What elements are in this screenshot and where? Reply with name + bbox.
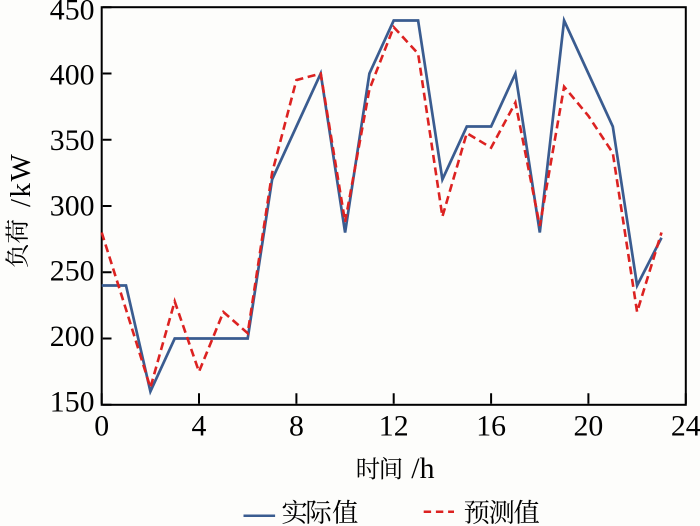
svg-text:150: 150 <box>50 385 95 418</box>
svg-text:300: 300 <box>50 189 95 222</box>
svg-text:/kW: /kW <box>5 153 37 207</box>
svg-text:16: 16 <box>476 409 506 442</box>
svg-text:12: 12 <box>379 409 409 442</box>
svg-text:/h: /h <box>411 452 434 485</box>
svg-text:250: 250 <box>50 255 95 288</box>
svg-text:400: 400 <box>50 59 95 92</box>
svg-text:350: 350 <box>50 124 95 157</box>
svg-text:4: 4 <box>192 409 207 442</box>
svg-text:0: 0 <box>94 409 109 442</box>
svg-text:8: 8 <box>289 409 304 442</box>
svg-text:450: 450 <box>50 0 95 26</box>
svg-text:20: 20 <box>574 409 604 442</box>
svg-text:24: 24 <box>671 409 700 442</box>
svg-text:200: 200 <box>50 320 95 353</box>
